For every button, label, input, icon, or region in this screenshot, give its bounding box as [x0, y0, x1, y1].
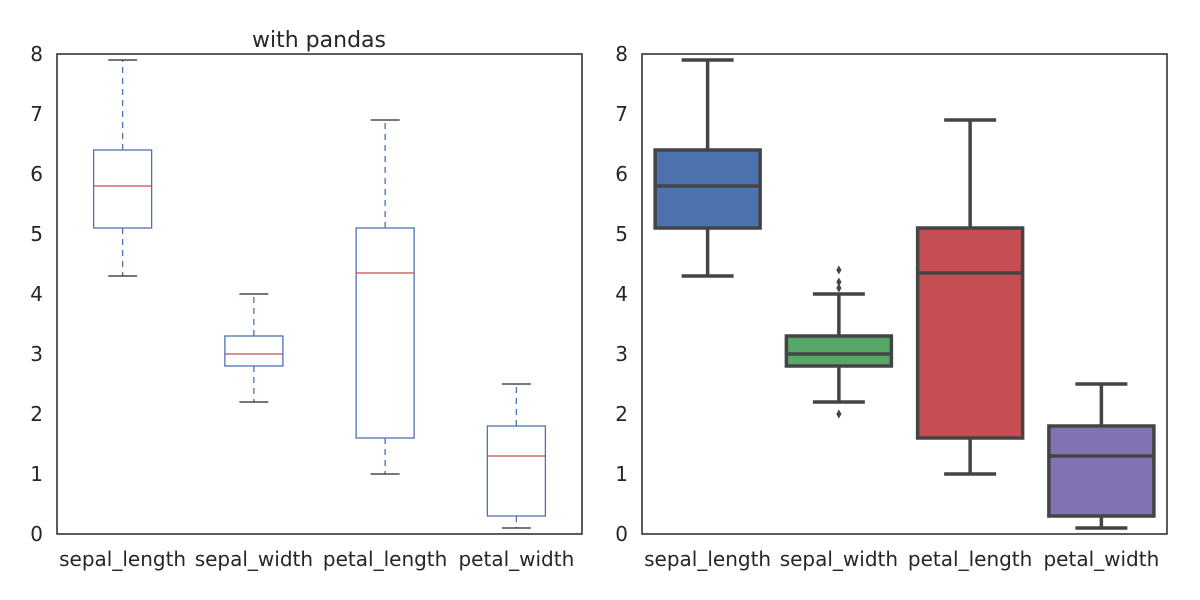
x-tick-label: petal_length	[908, 547, 1032, 571]
outlier-point	[836, 265, 842, 275]
y-tick-label: 7	[30, 102, 43, 126]
x-tick-label: petal_width	[458, 547, 574, 571]
y-tick-label: 2	[615, 402, 628, 426]
y-tick-label: 3	[615, 342, 628, 366]
seaborn-boxplot-panel: 0 1 2 3 4 5 6 7 8 sepal_length sepal_width petal_le…	[615, 42, 1168, 571]
y-tick-label: 8	[30, 42, 43, 66]
x-tick-label: sepal_width	[780, 547, 898, 571]
y-tick-label: 1	[615, 462, 628, 486]
box	[1047, 424, 1156, 518]
box	[653, 148, 762, 230]
x-tick-label: petal_width	[1043, 547, 1159, 571]
y-tick-label: 0	[30, 522, 43, 546]
x-tick-label: petal_length	[323, 547, 447, 571]
y-tick-label: 4	[615, 282, 628, 306]
y-tick-label: 2	[30, 402, 43, 426]
y-tick-label: 7	[615, 102, 628, 126]
y-tick-label: 4	[30, 282, 43, 306]
axes-frame	[56, 53, 583, 535]
x-tick-label: sepal_width	[195, 547, 313, 571]
y-tick-label: 1	[30, 462, 43, 486]
x-tick-label: sepal_length	[59, 547, 186, 571]
y-tick-label: 5	[615, 222, 628, 246]
y-tick-label: 0	[615, 522, 628, 546]
pandas-boxplot-panel: with pandas 0 1 2 3 4 5 6 7 8 sepal_length sepal_w…	[30, 28, 583, 571]
chart-title: with pandas	[252, 28, 386, 53]
x-tick-label: sepal_length	[644, 547, 771, 571]
outlier-point	[836, 283, 842, 293]
outlier-point	[836, 277, 842, 287]
y-tick-label: 6	[30, 162, 43, 186]
box	[486, 425, 547, 517]
box	[224, 335, 284, 367]
box	[355, 227, 415, 439]
outlier-point	[836, 409, 842, 419]
box	[784, 334, 894, 368]
box	[915, 226, 1025, 440]
y-tick-label: 5	[30, 222, 43, 246]
y-tick-label: 3	[30, 342, 43, 366]
y-tick-label: 6	[615, 162, 628, 186]
axes-frame	[641, 53, 1168, 535]
y-tick-label: 8	[615, 42, 628, 66]
box	[92, 149, 153, 229]
